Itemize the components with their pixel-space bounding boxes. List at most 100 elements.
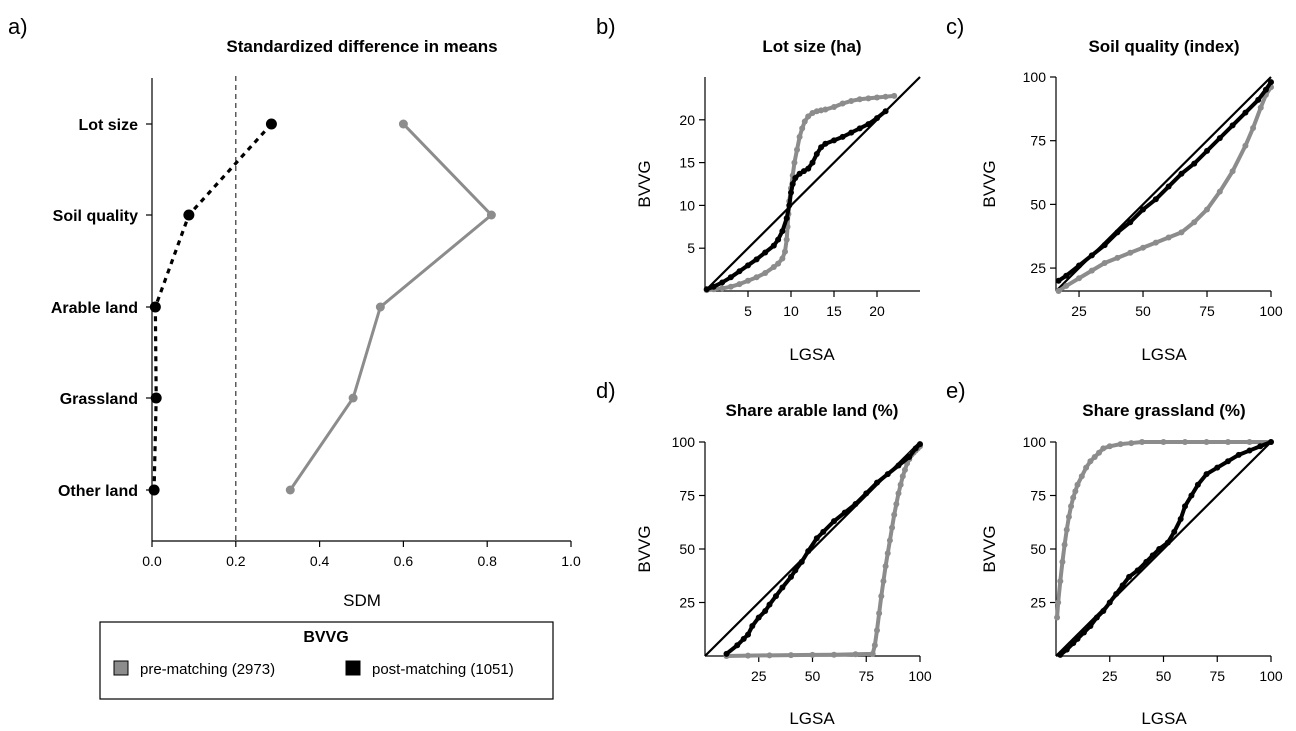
panel-b-x-tick-label: 10	[783, 303, 799, 319]
panel-e-point-pre	[1059, 558, 1066, 565]
panel-b-point-pre	[822, 106, 829, 113]
panel-e-point-pre	[1225, 439, 1231, 445]
panel-d-point-post	[805, 548, 812, 555]
panel-e-point-pre	[1055, 599, 1062, 606]
panel-a-y-tick-label: Other land	[58, 483, 138, 500]
panel-c-xlabel: LGSA	[1141, 345, 1187, 364]
panel-b-point-post	[770, 242, 777, 249]
panel-e-point-post	[1149, 552, 1156, 559]
panel-c-point-pre	[1088, 267, 1095, 274]
panel-d-point-pre	[897, 481, 904, 488]
panel-d-y-tick-label: 50	[679, 541, 695, 557]
panel-e-point-pre	[1100, 445, 1107, 452]
panel-b-point-pre	[736, 281, 743, 288]
panel-b-point-pre	[719, 285, 726, 292]
panel-a-x-tick-label: 1.0	[561, 553, 581, 569]
panel-e-point-pre	[1139, 439, 1145, 445]
panel-c-point-pre	[1101, 259, 1108, 266]
panel-c-x-tick-label: 100	[1259, 303, 1283, 319]
panel-d-x-tick-label: 100	[908, 668, 932, 684]
panel-a-point-post	[150, 392, 162, 404]
panel-c-point-post	[1063, 272, 1070, 279]
panel-e-point-post	[1070, 640, 1077, 647]
panel-e-point-post	[1194, 481, 1201, 488]
panel-e-point-pre	[1054, 614, 1061, 621]
panel-a-point-post	[148, 484, 160, 496]
panel-a-x-tick-label: 0.8	[477, 553, 497, 569]
panel-d-point-pre	[886, 537, 893, 544]
panel-b-point-post	[848, 129, 855, 136]
panel-d-point-post	[852, 501, 859, 508]
panel-d-point-pre	[884, 550, 891, 557]
panel-b-point-post	[874, 115, 880, 122]
panel-d-point-pre	[880, 578, 887, 585]
panel-b-point-pre	[856, 96, 863, 103]
panel-d-point-pre	[809, 651, 816, 658]
panel-a-y-tick-label: Soil quality	[53, 208, 138, 225]
panel-a-y-tick-label: Lot size	[78, 117, 138, 134]
panel-c-point-post	[1191, 160, 1198, 167]
panel-b-point-pre	[805, 113, 812, 120]
panel-c-point-pre	[1229, 168, 1236, 175]
panel-e-point-post	[1134, 567, 1141, 574]
panel-c-point-post	[1101, 242, 1108, 249]
panel-c-point-post	[1165, 183, 1172, 190]
panel-e-diagonal-line	[1055, 441, 1272, 657]
panel-e-point-post	[1177, 516, 1184, 523]
panel-b-point-post	[736, 268, 743, 275]
panel-d-point-post	[745, 631, 751, 638]
panel-b-point-pre	[783, 236, 790, 243]
panel-d-point-pre	[871, 642, 878, 649]
panel-d-point-pre	[788, 652, 794, 659]
panel-b-point-post	[786, 202, 793, 209]
panel-b-point-post	[805, 165, 812, 172]
panel-e-point-pre	[1096, 449, 1102, 456]
panel-d-x-tick-label: 75	[858, 668, 874, 684]
panel-b-point-pre	[791, 159, 798, 166]
panel-b-point-post	[710, 283, 717, 290]
panel-b-point-pre	[794, 146, 801, 153]
panel-b-point-post	[789, 181, 796, 187]
panel-b-point-post	[813, 151, 820, 158]
panel-d-point-post	[798, 558, 805, 565]
panel-c-soil-quality: c) Soil quality (index) LGSA BVVG 25 50 75…	[946, 14, 1283, 364]
panel-a-x-tick-label: 0.2	[226, 553, 246, 569]
panel-c-point-pre	[1204, 206, 1211, 213]
panel-d-point-post	[813, 535, 820, 542]
panel-b-point-post	[783, 215, 790, 222]
panel-a-point-post	[183, 209, 195, 221]
panel-d-point-pre	[876, 610, 883, 617]
panel-e-point-post	[1080, 629, 1087, 636]
panel-e-point-post	[1214, 464, 1221, 471]
panel-e-series-line-pre	[1055, 440, 1273, 620]
panel-b-point-post	[882, 108, 889, 115]
panel-a-series-line-pre	[289, 122, 494, 491]
panel-e-x-tick-label: 100	[1259, 668, 1283, 684]
panel-b-y-tick-label: 10	[679, 197, 695, 213]
panel-e-point-post	[1100, 608, 1107, 615]
panel-e-point-pre	[1087, 458, 1094, 465]
panel-e-point-post	[1257, 443, 1264, 450]
panel-b-point-pre	[839, 100, 846, 107]
panel-a-point-pre	[375, 302, 385, 312]
panel-e-point-pre	[1203, 439, 1210, 445]
panel-a-title: Standardized difference in means	[226, 37, 497, 56]
panel-e-point-pre	[1083, 464, 1090, 471]
panel-b-title: Lot size (ha)	[762, 37, 861, 56]
panel-a-point-pre	[398, 119, 408, 129]
panel-c-point-pre	[1140, 244, 1147, 251]
panel-b-point-post	[831, 137, 837, 144]
panel-e-share-grassland: e) Share grassland (%) LGSA BVVG 25 50 75 1…	[946, 378, 1283, 728]
panel-b-point-post	[727, 274, 734, 281]
panel-d-point-post	[788, 573, 794, 580]
panel-d-point-post	[863, 490, 870, 497]
panel-b-point-pre	[745, 277, 751, 284]
panel-d-plot-area: 25 50 75 100 25 50 75 100	[672, 434, 932, 684]
panel-a-point-post	[149, 301, 161, 313]
panel-b-point-pre	[753, 274, 760, 281]
panel-a-x-tick-label: 0.6	[394, 553, 414, 569]
panel-e-point-pre	[1128, 440, 1135, 447]
panel-d-point-post	[917, 441, 923, 448]
panel-e-point-pre	[1117, 441, 1124, 448]
panel-e-point-pre	[1057, 578, 1064, 585]
